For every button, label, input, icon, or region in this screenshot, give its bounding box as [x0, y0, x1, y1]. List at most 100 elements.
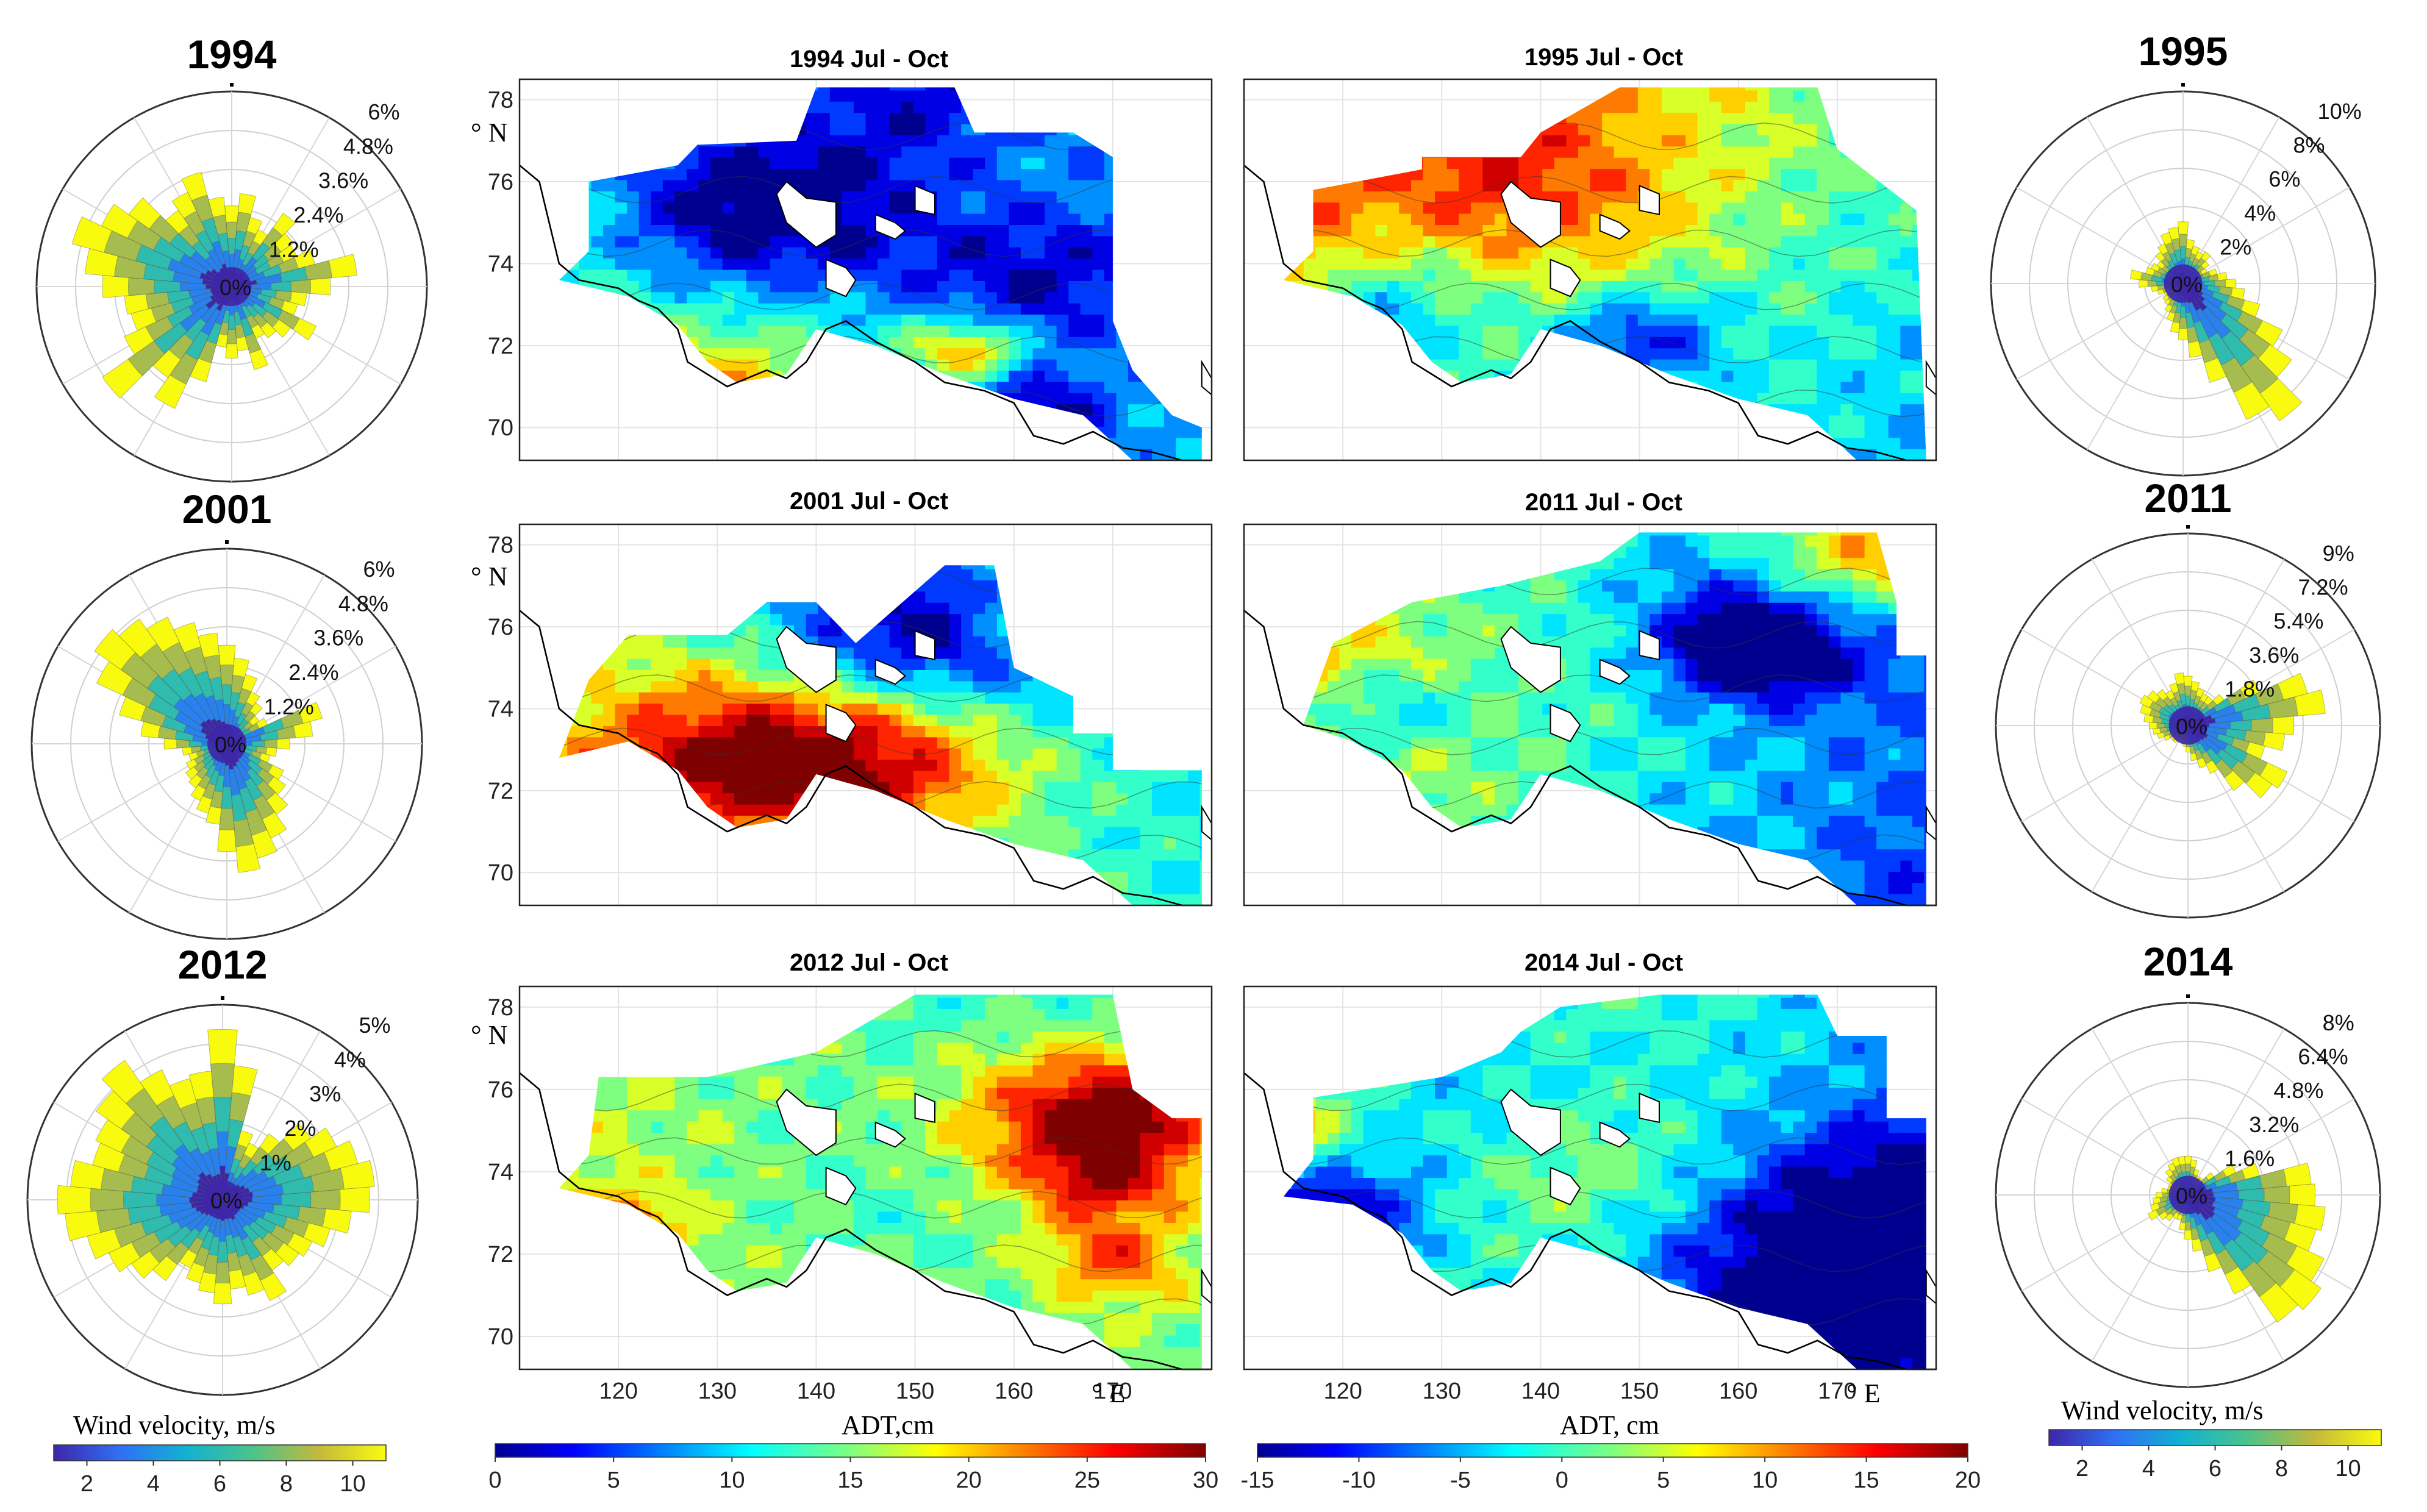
adt-cell [1578, 113, 1591, 125]
adt-cell [1056, 236, 1069, 248]
rose-radial-label: 0% [220, 275, 251, 300]
adt-cell [710, 191, 723, 203]
adt-cell [1045, 146, 1057, 159]
adt-cell [1817, 303, 1829, 315]
adt-cell [722, 191, 735, 203]
map-border [518, 78, 1213, 462]
adt-cell [1709, 180, 1722, 192]
adt-cell [1733, 259, 1746, 271]
adt-cell [889, 157, 902, 169]
adt-cell [901, 303, 914, 315]
adt-cell [985, 303, 998, 315]
adt-cell [1045, 370, 1057, 383]
adt-cell [901, 202, 914, 215]
adt-cell [1804, 393, 1818, 405]
adt-cell [1840, 303, 1853, 315]
adt-cell [1602, 124, 1615, 136]
adt-cell [853, 280, 867, 293]
adt-cell [949, 259, 962, 271]
adt-cell [853, 315, 867, 327]
adt-cell [1530, 303, 1543, 315]
adt-cell [1661, 348, 1675, 360]
adt-cell [1506, 280, 1519, 293]
adt-cell [985, 236, 998, 248]
adt-cell [1140, 426, 1153, 439]
adt-cell [687, 247, 699, 259]
adt-cell [1637, 90, 1651, 102]
adt-cell [1817, 393, 1829, 405]
adt-cell [1080, 202, 1093, 215]
adt-cell [770, 169, 783, 181]
rose-title-2014: 2014 [2143, 939, 2233, 984]
adt-cell [1068, 292, 1081, 304]
adt-cell [1068, 280, 1081, 293]
adt-cell [1828, 157, 1842, 169]
adt-cell [901, 236, 914, 248]
adt-cell [603, 202, 616, 215]
adt-cell [1685, 292, 1698, 304]
adt-cell [1685, 236, 1698, 248]
adt-cell [1804, 113, 1818, 125]
adt-cell [985, 280, 998, 293]
adt-cell [615, 259, 627, 271]
adt-cell [1781, 292, 1793, 304]
adt-cell [1494, 225, 1507, 237]
adt-cell [1045, 247, 1057, 259]
adt-cell [1020, 202, 1034, 215]
adt-cell [842, 87, 854, 91]
adt-cell [829, 191, 843, 203]
adt-cell [1116, 393, 1129, 405]
adt-cell [985, 213, 998, 226]
adt-map-1995 [1243, 78, 1937, 462]
adt-cell [1685, 348, 1698, 360]
adt-cell [1757, 225, 1770, 237]
adt-cell [1590, 292, 1603, 304]
adt-cell [842, 202, 854, 215]
adt-cell [1339, 259, 1352, 271]
adt-cell [1068, 180, 1081, 192]
adt-cell [1781, 124, 1793, 136]
rose-center [2168, 1175, 2207, 1214]
adt-cell [1315, 236, 1328, 248]
adt-cell [1554, 146, 1567, 159]
adt-cell [1578, 225, 1591, 237]
adt-cell [973, 236, 985, 248]
adt-cell [1685, 124, 1698, 136]
adt-cell [1590, 280, 1603, 293]
adt-cell [794, 292, 807, 304]
adt-cell [794, 326, 807, 338]
adt-cell [1793, 146, 1806, 159]
adt-cell [1009, 370, 1021, 383]
adt-cell [1128, 449, 1141, 460]
adt-cell [758, 292, 771, 304]
adt-cell [961, 337, 974, 349]
adt-cell [1661, 326, 1675, 338]
adt-cell [1769, 292, 1782, 304]
adt-cell [1116, 370, 1129, 383]
adt-cell [1116, 404, 1129, 416]
adt-cell [1056, 135, 1069, 148]
adt-cell [1745, 113, 1758, 125]
adt-cell [865, 202, 878, 215]
adt-cell [722, 259, 735, 271]
adt-cell [1411, 259, 1424, 271]
adt-cell [1542, 157, 1555, 169]
adt-cell [687, 225, 699, 237]
adt-cell [722, 213, 735, 226]
adt-cell [1104, 404, 1117, 416]
adt-cell [961, 157, 974, 169]
adt-cell [734, 326, 747, 338]
adt-cell [1721, 169, 1734, 181]
adt-cell [889, 135, 902, 148]
adt-cell [638, 180, 652, 192]
adt-cell [937, 303, 950, 315]
adt-cell [1697, 101, 1710, 113]
adt-cell [1080, 292, 1093, 304]
adt-cell [1578, 157, 1591, 169]
adt-cell [842, 135, 854, 148]
adt-cell [1423, 236, 1435, 248]
adt-cell [1387, 236, 1400, 248]
adt-cell [1068, 157, 1081, 169]
adt-cell [853, 90, 867, 102]
